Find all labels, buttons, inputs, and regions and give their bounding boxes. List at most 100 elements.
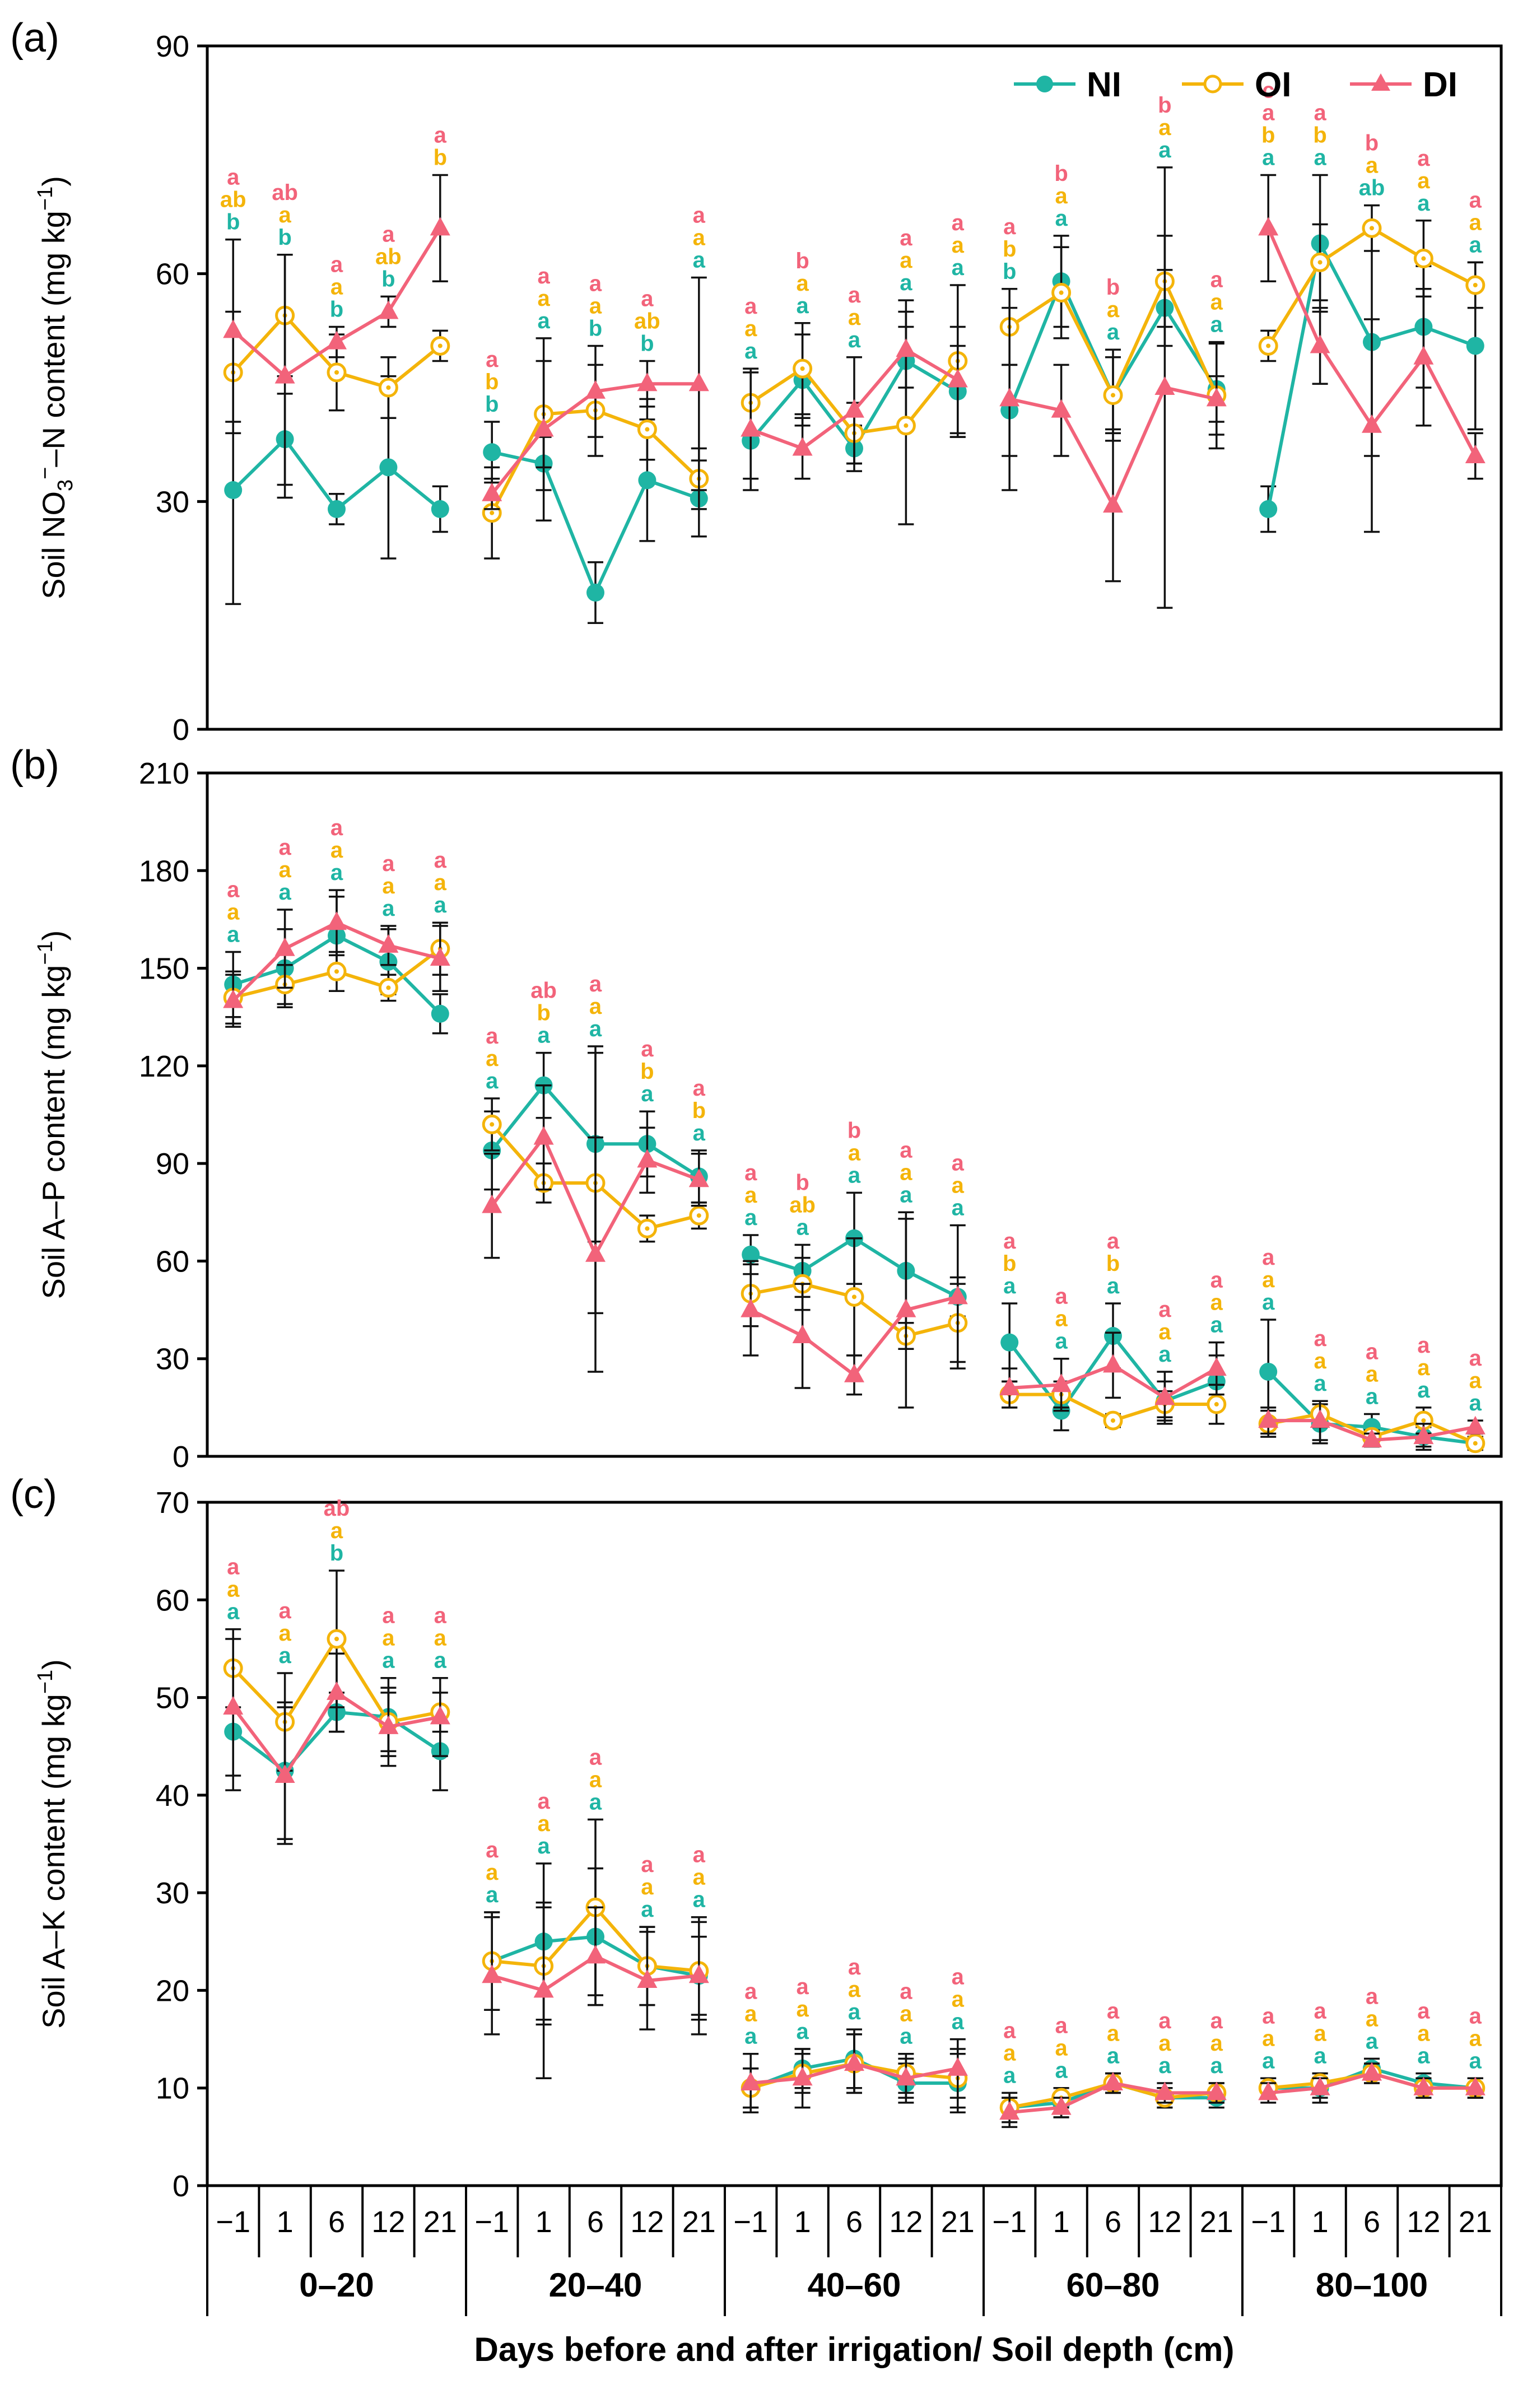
y-tick-label: 180 — [139, 854, 189, 888]
sig-letter-NI: a — [641, 1082, 654, 1106]
sig-letter-DI: a — [1417, 146, 1430, 171]
point-OI-dot — [800, 366, 805, 371]
sig-letter-OI: a — [278, 1621, 291, 1646]
plot-frame — [206, 771, 1503, 1458]
point-OI-dot — [645, 427, 650, 432]
x-day-label: 12 — [371, 2205, 405, 2239]
plot-frame — [206, 44, 1503, 731]
sig-letter-NI: b — [330, 297, 343, 322]
sig-letter-NI: a — [1107, 2044, 1120, 2069]
sig-letter-DI: a — [952, 1965, 965, 1990]
point-OI-dot — [1421, 256, 1426, 261]
x-day-label: 21 — [682, 2205, 716, 2239]
sig-letter-DI: a — [900, 1138, 912, 1162]
legend-marker-DI — [1371, 73, 1390, 91]
sig-letter-DI: a — [537, 264, 550, 288]
sig-letter-OI: a — [693, 1865, 706, 1890]
sig-letter-DI: a — [1262, 2004, 1275, 2028]
sig-letter-OI: b — [1003, 237, 1016, 262]
point-NI — [638, 471, 656, 490]
x-day-label: −1 — [474, 2205, 509, 2239]
x-day-label: 12 — [630, 2205, 664, 2239]
y-tick-label: 30 — [156, 1876, 189, 1910]
y-axis-label: Soil A–K content (mg kg−1) — [34, 1659, 71, 2029]
point-DI — [1310, 334, 1330, 353]
sig-letter-extra: c — [1262, 78, 1274, 103]
y-tick-label: 0 — [173, 1440, 189, 1474]
x-day-label: −1 — [733, 2205, 768, 2239]
y-tick-label: 210 — [139, 757, 189, 790]
point-DI — [947, 2057, 968, 2076]
sig-letter-OI: a — [330, 1519, 343, 1543]
plot-frame — [206, 1501, 1503, 2187]
sig-letter-DI: a — [382, 222, 395, 246]
sig-letter-DI: a — [900, 1980, 912, 2004]
sig-letter-NI: a — [1314, 1371, 1326, 1396]
point-OI-dot — [1111, 1418, 1115, 1423]
x-depth-label: 0–20 — [299, 2266, 374, 2304]
point-DI — [844, 399, 864, 418]
point-OI-dot — [852, 1294, 856, 1300]
panel-label: (a) — [10, 16, 59, 60]
sig-letter-DI: a — [1262, 100, 1275, 125]
sig-letter-DI: a — [1314, 1999, 1326, 2024]
sig-letter-OI: a — [486, 1860, 499, 1885]
series-DI — [223, 166, 1486, 609]
sig-letter-DI: a — [1003, 2018, 1016, 2043]
sig-letter-DI: a — [744, 1161, 757, 1185]
sig-letter-NI: a — [1055, 2058, 1068, 2083]
y-axis-label: Soil A–P content (mg kg−1) — [34, 930, 71, 1300]
point-DI — [430, 947, 450, 966]
point-OI-dot — [1111, 393, 1115, 398]
point-DI — [1206, 388, 1227, 407]
sig-letter-NI: b — [330, 1541, 343, 1566]
sig-letter-NI: b — [278, 225, 291, 250]
sig-letter-NI: a — [1417, 191, 1430, 216]
sig-letter-DI: a — [1417, 1999, 1430, 2024]
sig-letter-OI: b — [1313, 123, 1326, 147]
point-OI-dot — [645, 1226, 650, 1231]
sig-letter-DI: a — [848, 1955, 861, 1980]
sig-letter-OI: a — [1469, 1368, 1482, 1393]
point-DI — [1051, 399, 1072, 418]
x-depth-label: 40–60 — [808, 2266, 901, 2304]
legend-label-DI: DI — [1423, 66, 1458, 104]
sig-letter-OI: a — [641, 1875, 654, 1899]
y-tick-label: 60 — [156, 258, 189, 291]
point-DI — [896, 2067, 916, 2086]
point-DI — [999, 388, 1020, 407]
sig-letter-OI: a — [537, 1811, 550, 1836]
sig-letter-NI: a — [1366, 1384, 1379, 1409]
sig-letter-DI: a — [1055, 1284, 1068, 1309]
sig-letter-DI: a — [744, 1980, 757, 2004]
point-DI — [585, 1945, 606, 1964]
y-axis-label: Soil NO3−–N content (mg kg−1) — [34, 176, 77, 599]
sig-letter-OI: b — [434, 145, 447, 170]
sig-letter-DI: a — [1469, 1346, 1482, 1371]
sig-letter-DI: a — [1107, 1229, 1120, 1254]
y-tick-label: 50 — [156, 1682, 189, 1715]
sig-letter-OI: a — [848, 1977, 861, 2002]
sig-letter-DI: a — [589, 271, 602, 296]
sig-letter-OI: a — [744, 316, 757, 341]
sig-letter-DI: a — [641, 1852, 654, 1877]
sig-letter-OI: a — [1366, 153, 1379, 178]
sig-letter-NI: a — [693, 248, 706, 272]
sig-letter-OI: a — [1210, 1291, 1223, 1315]
sig-letter-OI: a — [1158, 2031, 1171, 2056]
sig-letter-OI: a — [486, 1046, 499, 1071]
sig-letter-DI: b — [1054, 161, 1068, 186]
point-NI — [742, 1245, 760, 1264]
y-label-superscript: −1 — [34, 1670, 57, 1694]
x-day-label: 12 — [1148, 2205, 1181, 2239]
point-DI — [1465, 2076, 1486, 2095]
point-NI — [431, 1004, 449, 1023]
sig-letter-NI: a — [1417, 1378, 1430, 1403]
point-DI — [274, 1764, 295, 1783]
point-DI — [533, 1979, 554, 1998]
point-DI — [482, 1964, 502, 1983]
sig-letter-OI: a — [1158, 1320, 1171, 1344]
point-NI — [224, 481, 243, 499]
